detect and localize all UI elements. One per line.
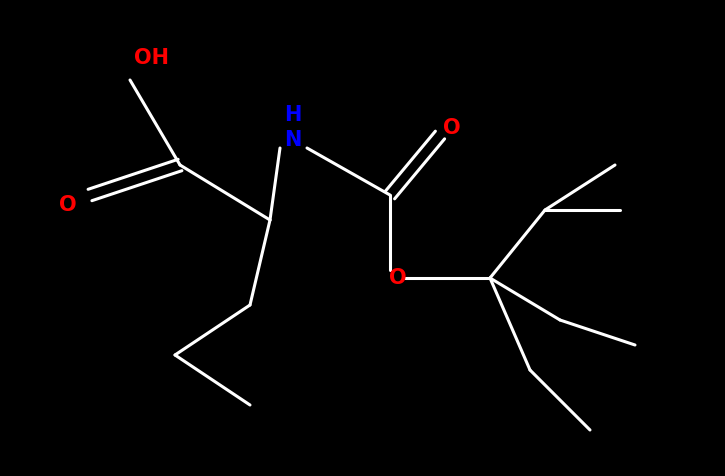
Text: O: O	[389, 268, 407, 288]
Text: H: H	[284, 105, 302, 125]
Text: O: O	[59, 195, 77, 215]
Text: O: O	[443, 118, 461, 138]
Text: OH: OH	[135, 48, 170, 68]
Text: N: N	[284, 130, 302, 150]
